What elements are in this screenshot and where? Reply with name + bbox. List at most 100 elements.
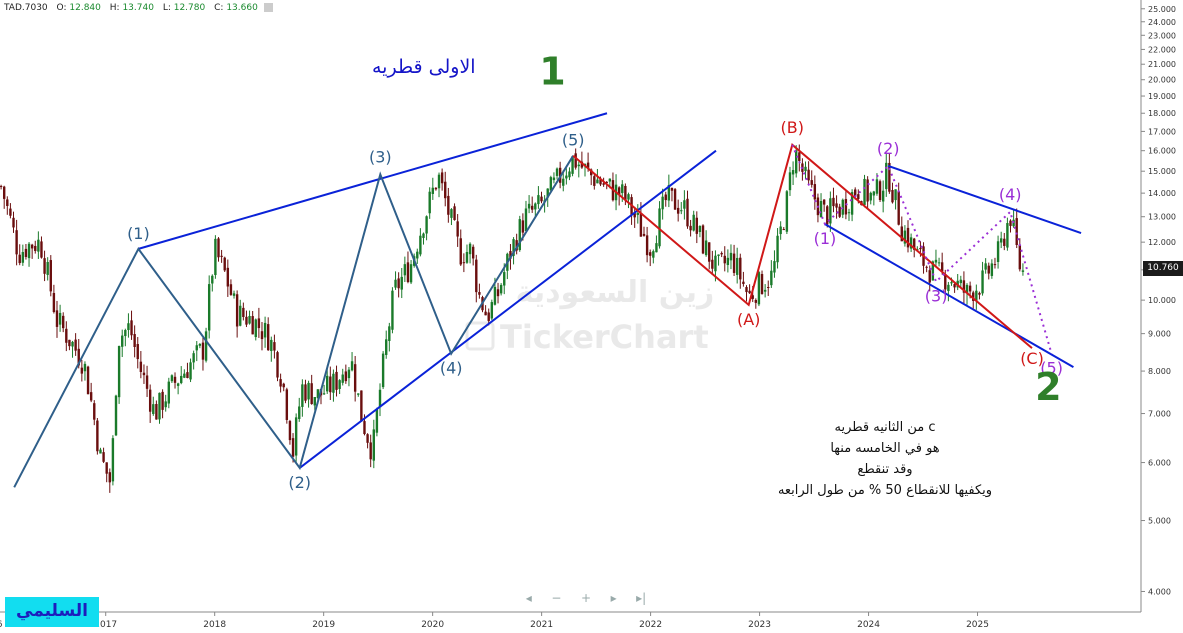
candle-body [440, 172, 444, 184]
candle-body [850, 192, 854, 215]
candle-body [65, 328, 68, 343]
candle-body [301, 384, 304, 407]
candle-body [223, 257, 226, 271]
candle-body [204, 331, 208, 361]
zoom-out-icon[interactable]: − [551, 591, 562, 605]
candle-body [838, 206, 841, 217]
candle-body [220, 255, 223, 257]
candle-body [369, 442, 372, 460]
candle-body [310, 383, 313, 405]
candle-body [701, 225, 705, 254]
time-axis[interactable]: 16 2017 2018 2019 2020 2021 2022 2023 2024 2025 [0, 611, 1141, 630]
scroll-right-icon[interactable]: ▸ [610, 591, 617, 605]
candle-body [714, 255, 717, 272]
candle-body [394, 279, 397, 288]
candle-body [776, 235, 779, 263]
candle-body [555, 168, 559, 176]
candle-body [959, 279, 963, 284]
candle-body [0, 186, 3, 188]
impulse-wave-label: (5) [562, 131, 585, 150]
candle-body [639, 212, 643, 237]
candle-body [599, 179, 602, 185]
candle-body [807, 169, 810, 181]
candle-body [791, 170, 795, 175]
candle-body [686, 198, 689, 227]
candle-body [950, 282, 953, 284]
candle-body [767, 287, 770, 289]
candle-body [509, 251, 512, 259]
candle-body [590, 169, 593, 176]
candle-body [326, 375, 329, 392]
note-line: وقد تنقطع [857, 462, 913, 477]
candle-body [829, 198, 832, 224]
candle-body [117, 345, 121, 398]
candle-body [186, 372, 189, 378]
candle-body [127, 323, 130, 331]
y-tick-label: 6.000 [1148, 459, 1171, 468]
candle-body [518, 219, 521, 251]
candle-body [475, 259, 478, 293]
candle-body [788, 172, 792, 191]
x-tick-label: 2025 [966, 620, 989, 630]
author-badge: السليمي [5, 597, 99, 627]
candle-body [593, 176, 596, 186]
candle-body [953, 284, 956, 288]
candle-body [732, 253, 736, 273]
x-tick-label: 2019 [312, 620, 335, 630]
scroll-left-icon[interactable]: ◂ [525, 591, 532, 605]
candle-body [37, 239, 40, 252]
scroll-end-icon[interactable]: ▸| [636, 591, 647, 605]
candle-body [993, 264, 997, 266]
candle-body [689, 225, 692, 231]
candle-body [819, 201, 823, 218]
candle-body [52, 292, 56, 313]
candle-body [34, 245, 37, 251]
x-tick-label: 2023 [748, 620, 771, 630]
candle-body [934, 259, 938, 263]
close-label: C: [214, 3, 224, 13]
candle-body [263, 322, 267, 338]
candle-body [148, 389, 152, 412]
candle-body [552, 177, 556, 181]
candle-body [173, 376, 177, 383]
abc-wave-line [572, 143, 1033, 349]
candle-body [627, 194, 630, 200]
candle-body [745, 287, 748, 293]
candle-body [279, 379, 282, 387]
candle-body [46, 262, 49, 275]
low-value: 12.780 [173, 3, 206, 13]
candle-body [751, 295, 754, 299]
candle-body [512, 239, 515, 256]
candle-body [207, 284, 211, 331]
wave-degree-label: 1 [539, 50, 565, 94]
last-price-tag: 10.760 [1143, 261, 1183, 276]
candle-body [242, 307, 245, 317]
candle-body [692, 214, 695, 231]
candle-body [521, 220, 525, 233]
candle-body [881, 190, 885, 202]
candle-body [170, 375, 174, 382]
price-axis[interactable]: 4.0005.0006.0007.0008.0009.00010.00011.0… [1140, 0, 1176, 612]
candle-body [562, 178, 565, 186]
candle-body [121, 335, 124, 347]
x-tick-label: 2018 [203, 620, 226, 630]
candle-body [245, 316, 248, 325]
candle-body [962, 280, 966, 293]
candle-body [30, 244, 34, 249]
candle-body [9, 208, 12, 216]
candle-body [235, 294, 239, 327]
candle-body [12, 217, 15, 228]
candles [0, 144, 1025, 493]
candle-body [155, 403, 158, 420]
candle-body [136, 344, 139, 360]
more-options-icon[interactable] [263, 3, 273, 12]
zoom-in-icon[interactable]: + [580, 591, 592, 605]
candle-body [360, 390, 363, 422]
candle-body [649, 252, 652, 256]
candle-body [164, 401, 167, 408]
candle-body [444, 181, 447, 199]
y-tick-label: 14.000 [1148, 189, 1176, 198]
candle-body [385, 339, 388, 355]
x-tick-label: 2017 [94, 620, 117, 630]
